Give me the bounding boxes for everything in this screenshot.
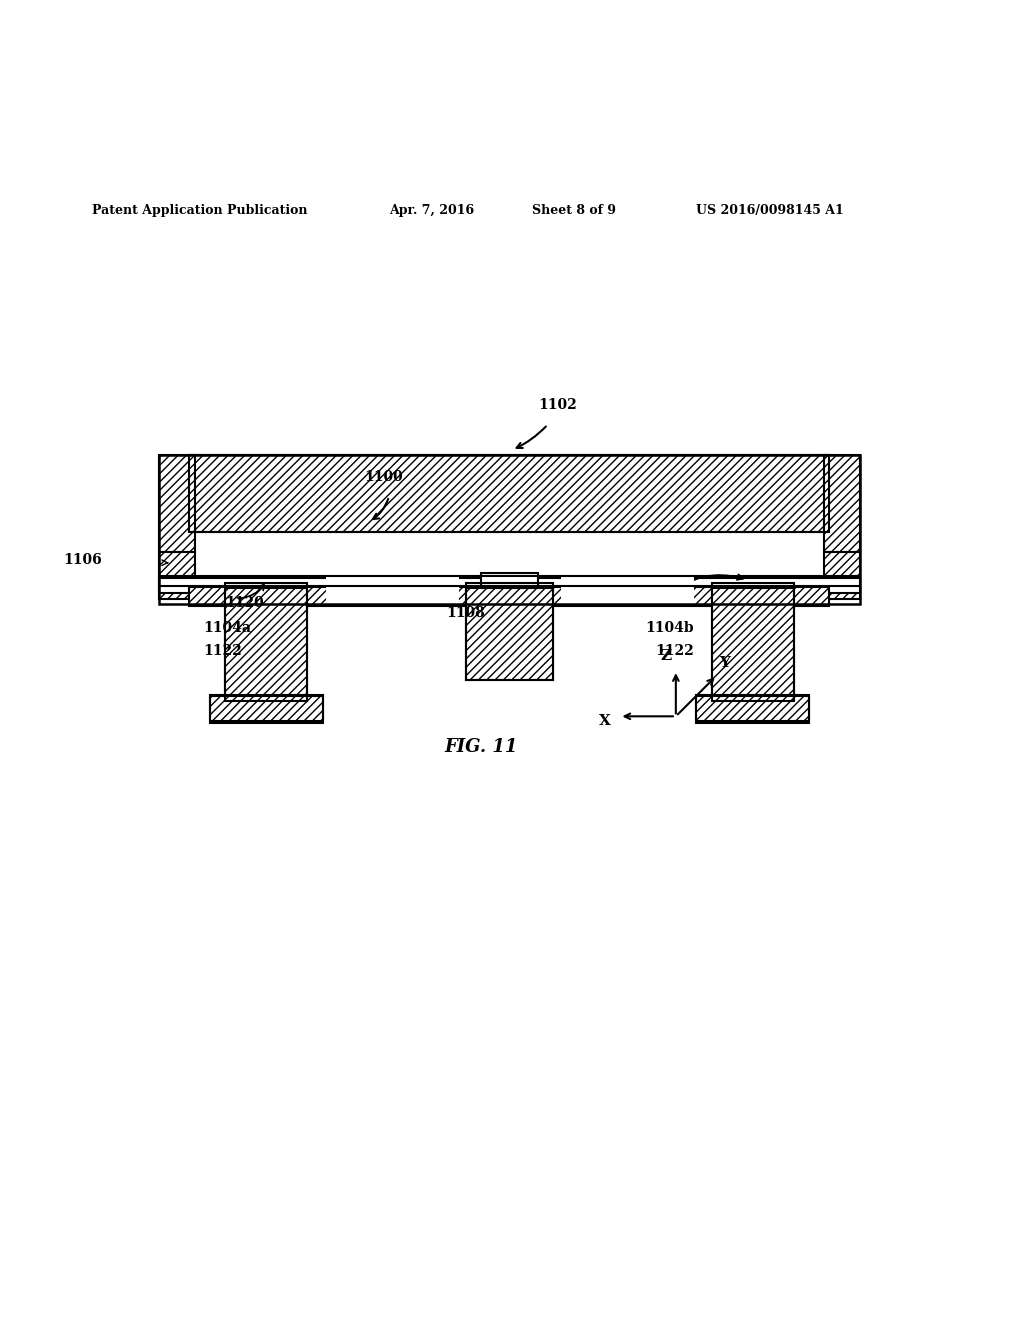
Bar xyxy=(210,694,323,723)
Text: Patent Application Publication: Patent Application Publication xyxy=(92,205,307,218)
FancyBboxPatch shape xyxy=(712,589,794,701)
Bar xyxy=(696,694,809,723)
Text: 1122: 1122 xyxy=(655,644,694,657)
FancyBboxPatch shape xyxy=(189,587,829,606)
Text: 1100: 1100 xyxy=(365,470,403,484)
FancyBboxPatch shape xyxy=(326,553,459,605)
Text: FIG. 11: FIG. 11 xyxy=(444,738,518,756)
FancyBboxPatch shape xyxy=(466,589,553,681)
FancyBboxPatch shape xyxy=(568,573,620,598)
Text: 1108: 1108 xyxy=(446,606,485,620)
Text: Apr. 7, 2016: Apr. 7, 2016 xyxy=(389,205,474,218)
FancyBboxPatch shape xyxy=(824,455,860,553)
Bar xyxy=(225,583,307,701)
FancyBboxPatch shape xyxy=(333,573,384,598)
Text: X: X xyxy=(599,714,611,727)
FancyBboxPatch shape xyxy=(696,696,809,722)
Bar xyxy=(712,583,794,701)
Bar xyxy=(159,455,860,603)
Text: US 2016/0098145 A1: US 2016/0098145 A1 xyxy=(696,205,844,218)
Text: Sheet 8 of 9: Sheet 8 of 9 xyxy=(532,205,616,218)
Text: 1120: 1120 xyxy=(655,595,694,610)
Text: 1106: 1106 xyxy=(63,553,102,566)
FancyBboxPatch shape xyxy=(159,578,860,594)
FancyBboxPatch shape xyxy=(225,589,307,701)
FancyBboxPatch shape xyxy=(824,553,860,598)
FancyBboxPatch shape xyxy=(159,455,195,553)
Text: 1120: 1120 xyxy=(225,595,264,610)
Bar xyxy=(189,455,829,532)
Bar xyxy=(466,583,553,681)
Text: 1104a: 1104a xyxy=(203,622,251,635)
Text: Y: Y xyxy=(719,656,730,671)
Text: Z: Z xyxy=(660,649,672,663)
Text: 1122: 1122 xyxy=(203,644,242,657)
FancyBboxPatch shape xyxy=(561,553,694,605)
FancyBboxPatch shape xyxy=(210,696,323,722)
FancyBboxPatch shape xyxy=(159,553,195,598)
Text: 1104b: 1104b xyxy=(645,622,693,635)
Text: 1102: 1102 xyxy=(539,399,578,412)
FancyBboxPatch shape xyxy=(481,573,538,589)
FancyBboxPatch shape xyxy=(189,455,829,532)
